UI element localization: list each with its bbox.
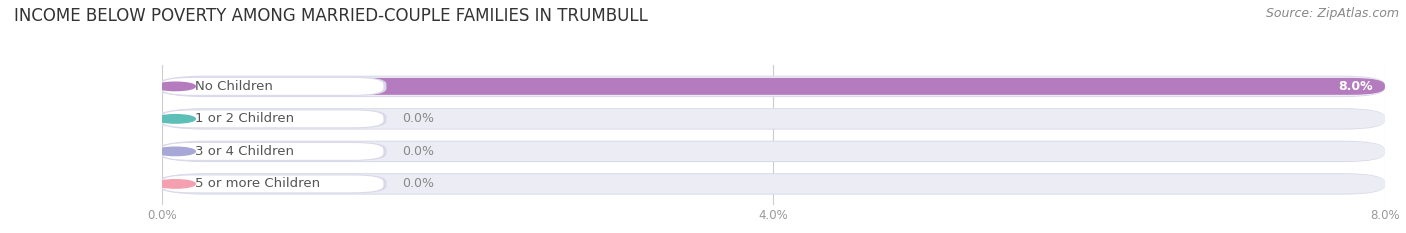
Text: 5 or more Children: 5 or more Children	[195, 177, 321, 190]
FancyBboxPatch shape	[162, 141, 1385, 162]
Circle shape	[156, 147, 195, 156]
Text: 0.0%: 0.0%	[402, 112, 433, 125]
FancyBboxPatch shape	[162, 108, 1385, 130]
Text: 0.0%: 0.0%	[402, 145, 433, 158]
FancyBboxPatch shape	[162, 78, 384, 95]
Text: No Children: No Children	[195, 80, 273, 93]
Text: Source: ZipAtlas.com: Source: ZipAtlas.com	[1265, 7, 1399, 20]
FancyBboxPatch shape	[162, 175, 384, 192]
Circle shape	[156, 115, 195, 123]
FancyBboxPatch shape	[162, 77, 1385, 96]
FancyBboxPatch shape	[162, 174, 1385, 194]
FancyBboxPatch shape	[159, 175, 387, 193]
FancyBboxPatch shape	[159, 110, 387, 128]
Circle shape	[156, 82, 195, 91]
FancyBboxPatch shape	[162, 143, 384, 160]
FancyBboxPatch shape	[162, 110, 384, 127]
FancyBboxPatch shape	[159, 142, 387, 161]
FancyBboxPatch shape	[162, 173, 1385, 195]
Circle shape	[156, 180, 195, 188]
FancyBboxPatch shape	[162, 78, 1385, 95]
Text: 8.0%: 8.0%	[1339, 80, 1372, 93]
FancyBboxPatch shape	[162, 109, 1385, 129]
FancyBboxPatch shape	[162, 142, 1385, 161]
FancyBboxPatch shape	[159, 77, 387, 96]
Text: 1 or 2 Children: 1 or 2 Children	[195, 112, 294, 125]
Text: 3 or 4 Children: 3 or 4 Children	[195, 145, 294, 158]
Text: INCOME BELOW POVERTY AMONG MARRIED-COUPLE FAMILIES IN TRUMBULL: INCOME BELOW POVERTY AMONG MARRIED-COUPL…	[14, 7, 648, 25]
FancyBboxPatch shape	[162, 76, 1385, 97]
Text: 0.0%: 0.0%	[402, 177, 433, 190]
